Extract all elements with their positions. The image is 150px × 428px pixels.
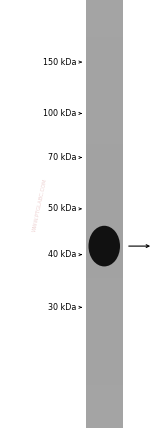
Bar bbox=[86, 423, 123, 428]
Bar bbox=[86, 113, 123, 118]
Ellipse shape bbox=[88, 226, 120, 266]
Bar bbox=[86, 417, 123, 423]
Bar bbox=[86, 310, 123, 316]
Text: WWW.PTGLABC.COM: WWW.PTGLABC.COM bbox=[32, 178, 49, 233]
Bar bbox=[86, 171, 123, 176]
Bar bbox=[86, 407, 123, 412]
Bar bbox=[86, 374, 123, 380]
Bar bbox=[86, 193, 123, 198]
Bar bbox=[86, 182, 123, 187]
Bar bbox=[86, 305, 123, 310]
Bar bbox=[86, 177, 123, 182]
Bar bbox=[86, 134, 123, 139]
Bar bbox=[86, 209, 123, 214]
Bar bbox=[86, 273, 123, 278]
Bar bbox=[86, 326, 123, 332]
Bar bbox=[86, 225, 123, 230]
Bar bbox=[86, 21, 123, 27]
Bar bbox=[86, 75, 123, 80]
Bar bbox=[86, 123, 123, 128]
Text: 30 kDa: 30 kDa bbox=[48, 303, 76, 312]
Bar bbox=[86, 230, 123, 235]
Bar bbox=[86, 359, 123, 364]
Bar bbox=[86, 252, 123, 257]
Bar bbox=[86, 257, 123, 262]
Text: 100 kDa: 100 kDa bbox=[43, 109, 76, 118]
Bar bbox=[86, 128, 123, 134]
Bar bbox=[86, 401, 123, 407]
Bar bbox=[86, 48, 123, 54]
Bar bbox=[86, 203, 123, 209]
Bar bbox=[86, 364, 123, 369]
Bar bbox=[86, 241, 123, 246]
Bar bbox=[86, 198, 123, 203]
Bar bbox=[86, 220, 123, 225]
Text: 70 kDa: 70 kDa bbox=[48, 153, 76, 162]
Bar bbox=[86, 278, 123, 283]
Bar bbox=[86, 102, 123, 107]
Bar bbox=[86, 70, 123, 75]
Bar bbox=[86, 348, 123, 353]
Bar bbox=[86, 235, 123, 241]
Bar bbox=[86, 294, 123, 300]
Bar bbox=[86, 11, 123, 16]
Bar bbox=[86, 369, 123, 374]
Bar bbox=[86, 91, 123, 96]
Bar bbox=[86, 160, 123, 166]
Bar bbox=[86, 262, 123, 268]
Bar bbox=[86, 214, 123, 219]
Bar bbox=[86, 80, 123, 86]
Bar bbox=[86, 246, 123, 252]
Bar bbox=[86, 118, 123, 123]
Bar bbox=[86, 337, 123, 342]
Bar bbox=[86, 300, 123, 305]
Bar bbox=[86, 150, 123, 155]
Bar bbox=[86, 268, 123, 273]
Bar bbox=[86, 32, 123, 38]
Text: 150 kDa: 150 kDa bbox=[43, 57, 76, 67]
Bar bbox=[86, 332, 123, 337]
Bar bbox=[86, 284, 123, 289]
Bar bbox=[86, 385, 123, 390]
Bar bbox=[86, 316, 123, 321]
Bar bbox=[86, 43, 123, 48]
Bar bbox=[86, 187, 123, 193]
Bar bbox=[86, 0, 123, 5]
Bar bbox=[86, 139, 123, 145]
Bar bbox=[86, 321, 123, 327]
Bar bbox=[86, 289, 123, 294]
Bar bbox=[86, 54, 123, 59]
Bar bbox=[86, 166, 123, 171]
Bar bbox=[86, 390, 123, 396]
Bar bbox=[86, 342, 123, 348]
Bar bbox=[86, 107, 123, 112]
Bar bbox=[86, 145, 123, 150]
Bar bbox=[86, 96, 123, 102]
Bar bbox=[86, 16, 123, 21]
Bar bbox=[86, 59, 123, 64]
Bar bbox=[86, 353, 123, 359]
Bar bbox=[86, 6, 123, 11]
Bar bbox=[86, 155, 123, 160]
Bar bbox=[86, 396, 123, 401]
Text: 40 kDa: 40 kDa bbox=[48, 250, 76, 259]
Bar bbox=[86, 86, 123, 91]
Bar bbox=[86, 38, 123, 43]
Bar bbox=[86, 64, 123, 70]
Bar bbox=[86, 27, 123, 32]
Bar bbox=[86, 380, 123, 385]
Bar bbox=[86, 412, 123, 417]
Text: 50 kDa: 50 kDa bbox=[48, 204, 76, 214]
